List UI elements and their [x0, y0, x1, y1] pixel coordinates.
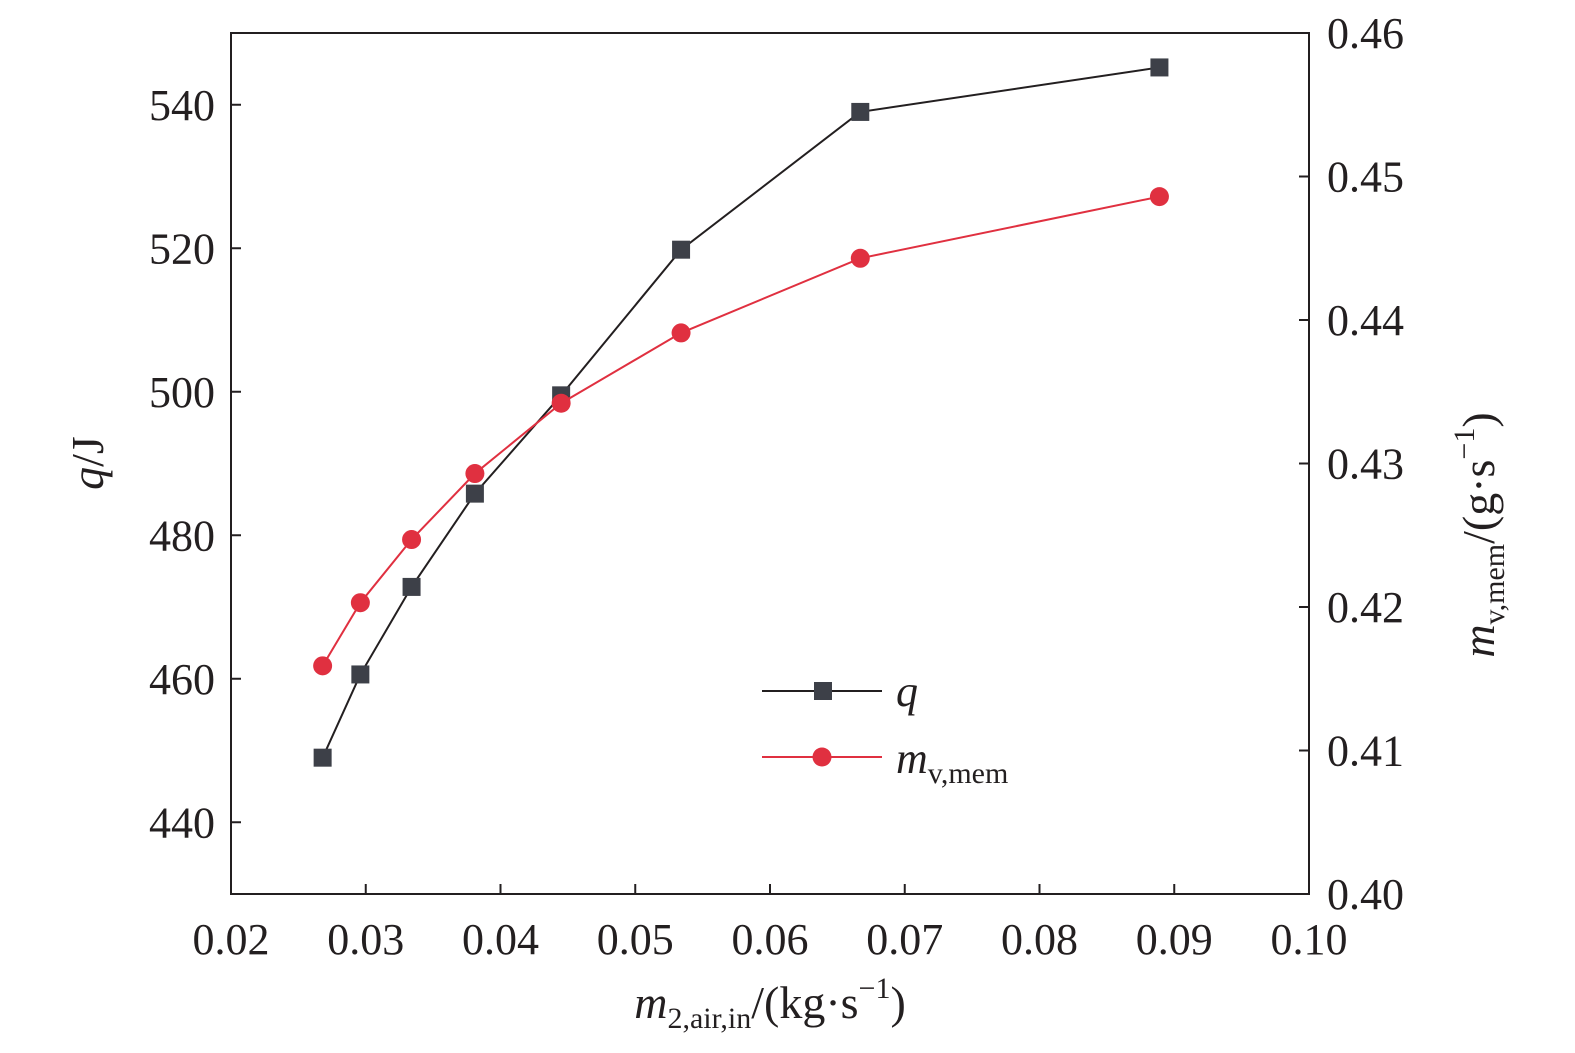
data-point-mv-mem [1149, 187, 1169, 207]
y-right-axis-label: mv,mem/(g·s−1) [1448, 412, 1511, 657]
y-left-tick-label: 460 [149, 655, 215, 704]
y-left-tick-label: 520 [149, 224, 215, 273]
x-label-main: m [634, 977, 667, 1028]
data-point-q [313, 748, 332, 767]
y-left-label-unit: /J [62, 436, 113, 467]
data-point-q [465, 484, 484, 503]
y-right-tick-label: 0.45 [1327, 153, 1404, 202]
legend-label-mv: mv,mem [896, 734, 1008, 790]
y-left-axis-label: q/J [62, 436, 113, 490]
data-point-q [402, 577, 421, 596]
y-left-tick-label: 480 [149, 511, 215, 560]
x-label-close: ) [890, 977, 905, 1028]
y-right-tick-label: 0.43 [1327, 440, 1404, 489]
data-point-q [351, 665, 370, 684]
y-left-tick-label: 540 [149, 81, 215, 130]
y-left-tick-label: 500 [149, 368, 215, 417]
x-label-sup: −1 [859, 972, 891, 1005]
data-point-q [851, 102, 870, 121]
data-point-mv-mem [313, 656, 333, 676]
plot-frame [230, 32, 1310, 895]
x-tick-label: 0.05 [597, 915, 674, 964]
legend-marker-q [814, 682, 832, 700]
series-line-1 [321, 195, 1160, 667]
legend-marker-mv [812, 747, 832, 767]
data-point-mv-mem [671, 323, 691, 343]
data-point-q [1150, 58, 1169, 77]
legend-label-q: q [896, 667, 918, 716]
y-right-label-main: m [1453, 624, 1504, 657]
x-tick-label: 0.04 [462, 915, 539, 964]
data-point-q [672, 240, 691, 259]
data-point-mv-mem [350, 593, 370, 613]
x-tick-label: 0.06 [732, 915, 809, 964]
data-point-mv-mem [465, 464, 485, 484]
y-right-tick-label: 0.40 [1327, 870, 1404, 919]
y-right-tick-label: 0.41 [1327, 727, 1404, 776]
y-right-label-unit: /(g·s [1453, 460, 1504, 544]
data-point-mv-mem [850, 248, 870, 268]
x-tick-label: 0.08 [1001, 915, 1078, 964]
y-right-tick-label: 0.42 [1327, 583, 1404, 632]
legend-label-mv-sub: v,mem [928, 757, 1009, 790]
y-right-tick-label: 0.46 [1327, 9, 1404, 58]
x-tick-label: 0.10 [1271, 915, 1348, 964]
x-axis-label: m2,air,in/(kg·s−1) [634, 972, 906, 1035]
legend-label-mv-main: m [896, 734, 928, 783]
axes-layer: 0.02 0.03 0.04 0.05 0.06 0.07 0.08 0.09 0.10 440 4… [149, 9, 1404, 964]
data-point-mv-mem [402, 530, 422, 550]
x-tick-label: 0.03 [327, 915, 404, 964]
y-left-tick-label: 440 [149, 798, 215, 847]
x-tick-label: 0.09 [1136, 915, 1213, 964]
legend: q mv,mem [762, 667, 1008, 790]
y-right-tick-label: 0.44 [1327, 296, 1404, 345]
x-tick-label: 0.02 [193, 915, 270, 964]
y-right-label-sup: −1 [1448, 428, 1481, 460]
x-tick-label: 0.07 [866, 915, 943, 964]
y-right-label-sub: v,mem [1478, 544, 1511, 625]
y-right-label-close: ) [1453, 412, 1504, 427]
x-label-unit: /(kg·s [751, 977, 858, 1028]
x-label-sub: 2,air,in [667, 1002, 751, 1035]
series-line-0 [321, 66, 1160, 759]
data-point-mv-mem [551, 393, 571, 413]
y-left-label-main: q [62, 467, 113, 490]
series-layer [313, 58, 1169, 767]
